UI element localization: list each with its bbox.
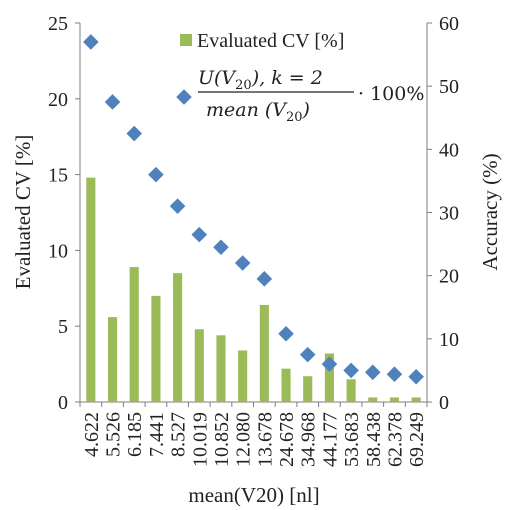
bar — [173, 273, 183, 402]
x-axis-title: mean(V20) [nl] — [188, 483, 319, 507]
x-tick-label: 24.678 — [276, 412, 298, 467]
scatter-point — [234, 255, 251, 271]
x-tick-label: 8.527 — [168, 412, 190, 457]
x-tick-label: 12.080 — [233, 412, 255, 467]
bar — [389, 397, 400, 402]
bar — [411, 397, 421, 402]
legend-formula-denominator: mean (V20) — [206, 99, 310, 125]
x-tick-label: 62.378 — [384, 412, 406, 467]
right-tick-label: 50 — [439, 76, 459, 98]
left-tick-label: 15 — [48, 165, 68, 187]
left-tick-label: 5 — [58, 316, 68, 338]
x-tick-label: 69.249 — [406, 412, 428, 467]
scatter-point — [408, 368, 424, 385]
scatter-point — [278, 326, 294, 342]
bar — [303, 376, 313, 402]
legend-formula-tail: · 100% — [358, 83, 424, 105]
left-tick-label: 25 — [48, 13, 68, 35]
x-tick-label: 53.683 — [341, 412, 363, 467]
scatter-point — [148, 166, 164, 183]
legend: Evaluated CV [%] U(V20), k = 2 mean (V20… — [176, 30, 424, 125]
x-tick-label: 34.968 — [298, 412, 320, 467]
x-tick-label: 13.678 — [254, 412, 276, 467]
x-tick-label: 6.185 — [124, 412, 146, 457]
left-axis-title: Evaluated CV [%] — [11, 135, 35, 290]
bar — [259, 304, 269, 402]
x-tick-label: 10.852 — [211, 412, 233, 467]
right-tick-label: 30 — [439, 203, 459, 225]
scatter-point — [213, 239, 229, 256]
bar — [238, 350, 248, 402]
bar — [151, 295, 161, 402]
bar — [324, 353, 334, 402]
right-tick-label: 60 — [439, 13, 459, 35]
x-tick-label: 5.526 — [103, 412, 125, 457]
scatter-point — [104, 94, 121, 110]
bar — [86, 177, 96, 402]
x-tick-label: 10.019 — [189, 412, 211, 467]
bar — [107, 317, 118, 402]
scatter-point — [365, 364, 381, 381]
right-tick-label: 20 — [439, 266, 459, 288]
legend-formula-numerator: U(V20), k = 2 — [198, 67, 323, 93]
scatter-point — [126, 125, 142, 142]
right-tick-label: 40 — [439, 139, 459, 161]
bar — [281, 368, 291, 402]
x-tick-label: 7.441 — [146, 412, 168, 457]
scatter-point — [386, 366, 403, 382]
right-tick-label: 10 — [439, 329, 459, 351]
scatter-point — [321, 356, 338, 372]
legend-bar-swatch — [180, 34, 192, 46]
bar — [346, 379, 356, 402]
left-tick-label: 10 — [48, 240, 68, 262]
x-tick-label: 58.438 — [363, 412, 385, 467]
x-tick-label: 4.622 — [81, 412, 103, 457]
bar-series — [86, 177, 421, 402]
scatter-point — [299, 346, 316, 363]
bar — [216, 335, 226, 402]
bar — [368, 397, 378, 402]
legend-bar-label: Evaluated CV [%] — [197, 30, 344, 52]
scatter-point — [169, 198, 186, 214]
right-tick-label: 0 — [439, 392, 449, 414]
left-axis-ticks: 0 5 10 15 20 25 — [48, 13, 80, 414]
x-tick-label: 44.177 — [319, 412, 341, 467]
scatter-point — [191, 226, 208, 243]
legend-marker-swatch — [176, 89, 192, 105]
bar — [194, 329, 204, 402]
scatter-point — [343, 362, 359, 379]
right-axis-title: Accuracy (%) — [478, 153, 502, 270]
bar — [129, 267, 139, 402]
scatter-point — [256, 271, 273, 287]
right-axis-ticks: 0 10 20 30 40 50 60 — [427, 13, 459, 414]
left-tick-label: 20 — [48, 89, 68, 111]
left-tick-label: 0 — [58, 392, 68, 414]
scatter-point — [83, 34, 99, 50]
x-axis-ticks: 4.622 5.526 6.185 7.441 8.527 10.019 10.852 12.… — [79, 402, 428, 467]
